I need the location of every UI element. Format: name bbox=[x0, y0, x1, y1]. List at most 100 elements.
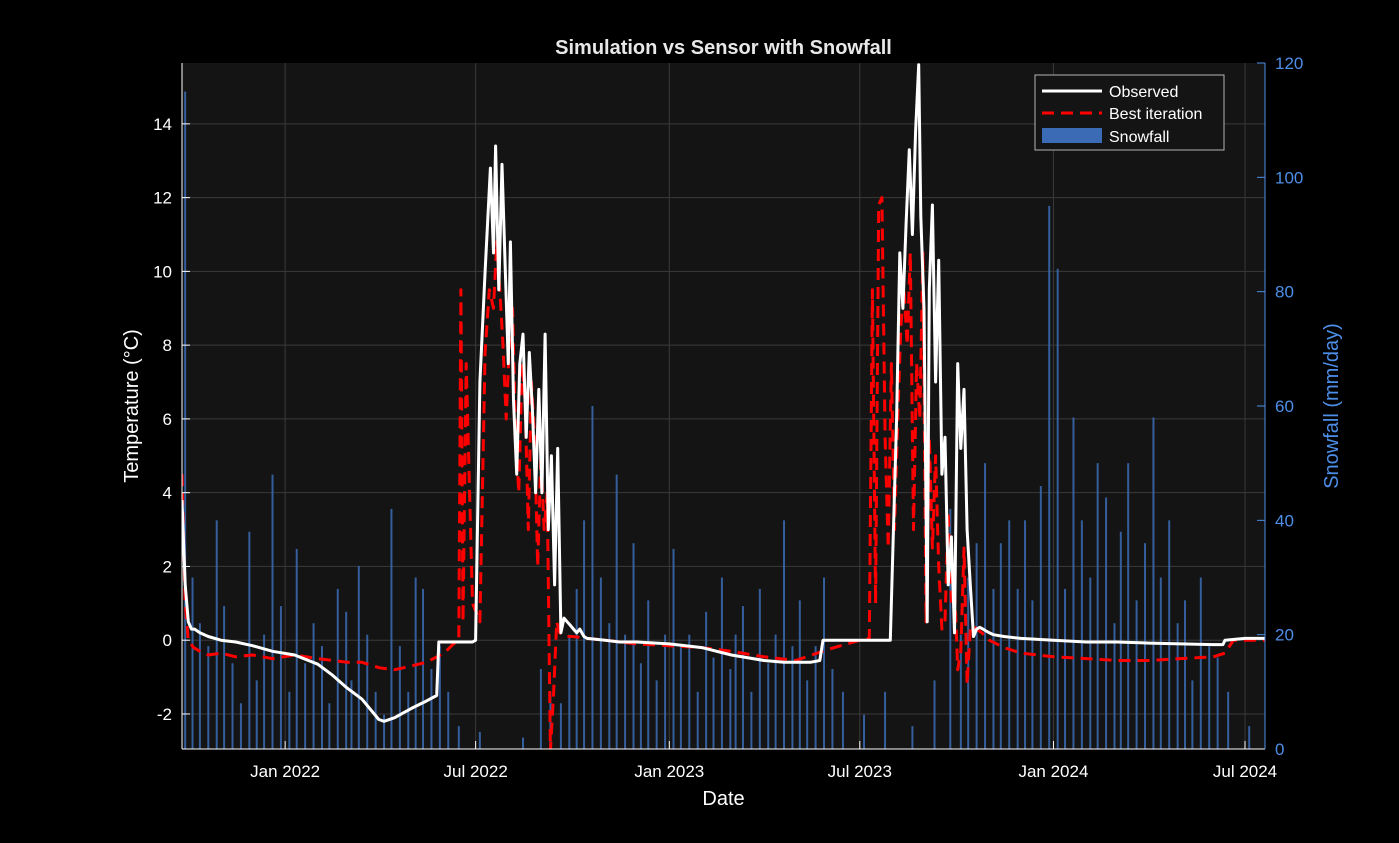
y-right-tick-label: 120 bbox=[1275, 54, 1303, 73]
snowfall-bar bbox=[279, 606, 282, 749]
snowfall-bar bbox=[774, 634, 777, 749]
snowfall-bar bbox=[750, 691, 753, 749]
x-tick-label: Jul 2022 bbox=[444, 762, 508, 781]
snowfall-bar bbox=[366, 634, 369, 749]
y-right-tick-label: 20 bbox=[1275, 626, 1294, 645]
snowfall-bar bbox=[1176, 623, 1179, 749]
snowfall-bar bbox=[320, 646, 323, 749]
y-tick-label: 4 bbox=[163, 484, 172, 503]
snowfall-bar bbox=[1008, 520, 1011, 749]
snowfall-bar bbox=[288, 691, 291, 749]
snowfall-bar bbox=[407, 691, 410, 749]
snowfall-bar bbox=[1152, 417, 1155, 749]
snowfall-bar bbox=[664, 634, 667, 749]
snowfall-bar bbox=[823, 577, 826, 749]
y-right-axis-label: Snowfall (mm/day) bbox=[1321, 323, 1343, 489]
snowfall-bar bbox=[414, 577, 417, 749]
chart-title: Simulation vs Sensor with Snowfall bbox=[555, 37, 892, 59]
snowfall-bar bbox=[624, 634, 627, 749]
x-tick-label: Jan 2024 bbox=[1018, 762, 1088, 781]
y-right-tick-label: 80 bbox=[1275, 283, 1294, 302]
snowfall-bar bbox=[1096, 463, 1099, 749]
snowfall-bar bbox=[591, 406, 594, 749]
plot-area bbox=[182, 63, 1265, 749]
snowfall-bar bbox=[863, 714, 866, 749]
snowfall-bar bbox=[705, 611, 708, 749]
snowfall-bar bbox=[599, 577, 602, 749]
snowfall-bar bbox=[1127, 463, 1130, 749]
y-axis-label: Temperature (°C) bbox=[121, 329, 143, 483]
snowfall-bar bbox=[959, 634, 962, 749]
y-right-tick-label: 40 bbox=[1275, 511, 1294, 530]
snowfall-bar bbox=[814, 646, 817, 749]
snowfall-bar bbox=[336, 588, 339, 749]
snowfall-bar bbox=[304, 663, 307, 749]
snowfall-bar bbox=[729, 668, 732, 749]
snowfall-bar bbox=[696, 691, 699, 749]
snowfall-bar bbox=[783, 520, 786, 749]
snowfall-bar bbox=[390, 508, 393, 749]
snowfall-bar bbox=[263, 634, 266, 749]
snowfall-bar bbox=[1248, 726, 1251, 749]
snowfall-bar bbox=[632, 543, 635, 749]
snowfall-bar bbox=[430, 668, 433, 749]
snowfall-bar bbox=[575, 588, 578, 749]
snowfall-bar bbox=[215, 520, 218, 749]
snowfall-bar bbox=[383, 714, 386, 749]
snowfall-bar bbox=[357, 566, 360, 749]
y-tick-label: 6 bbox=[163, 410, 172, 429]
snowfall-bar bbox=[350, 680, 353, 749]
snowfall-bar bbox=[734, 634, 737, 749]
series-lines bbox=[182, 63, 1265, 749]
snowfall-bar bbox=[1072, 417, 1075, 749]
x-tick-label: Jan 2022 bbox=[250, 762, 320, 781]
x-tick-label: Jul 2024 bbox=[1213, 762, 1277, 781]
snowfall-bar bbox=[191, 577, 194, 749]
snowfall-bar bbox=[447, 691, 450, 749]
y-tick-label: 0 bbox=[163, 631, 172, 650]
snowfall-bar bbox=[198, 623, 201, 749]
snowfall-bar bbox=[1135, 600, 1138, 749]
snowfall-bar bbox=[568, 634, 571, 749]
snowfall-bar bbox=[798, 600, 801, 749]
snowfall-bar bbox=[1168, 520, 1171, 749]
legend-label-snowfall: Snowfall bbox=[1109, 129, 1169, 146]
snowfall-bar bbox=[984, 463, 987, 749]
snowfall-bar bbox=[398, 646, 401, 749]
snowfall-bar bbox=[184, 91, 187, 749]
snowfall-bar bbox=[255, 680, 258, 749]
snowfall-bar bbox=[884, 691, 887, 749]
snowfall-bar bbox=[1024, 520, 1027, 749]
snowfall-bar bbox=[608, 623, 611, 749]
observed-line bbox=[182, 63, 1265, 723]
snowfall-bar bbox=[933, 680, 936, 749]
snowfall-bar bbox=[1144, 543, 1147, 749]
snowfall-bar bbox=[999, 543, 1002, 749]
snowfall-bar bbox=[1227, 691, 1230, 749]
x-axis-label: Date bbox=[702, 788, 744, 810]
snowfall-bar bbox=[1113, 623, 1116, 749]
snowfall-bar bbox=[1031, 600, 1034, 749]
legend-swatch-snowfall bbox=[1042, 128, 1102, 143]
snowfall-bar bbox=[438, 646, 441, 749]
snowfall-bar bbox=[1089, 577, 1092, 749]
snowfall-bar bbox=[992, 588, 995, 749]
snowfall-bar bbox=[1056, 268, 1059, 749]
snowfall-bar bbox=[374, 691, 377, 749]
snowfall-bar bbox=[806, 680, 809, 749]
tick-labels: Jan 2022 Jul 2022 Jan 2023 Jul 2023 Jan 2024… bbox=[153, 54, 1303, 781]
legend-label-best-iteration: Best iteration bbox=[1109, 106, 1202, 123]
snowfall-bar bbox=[422, 588, 425, 749]
snowfall-bar bbox=[1191, 680, 1194, 749]
snowfall-bar bbox=[231, 663, 234, 749]
snowfall-bars bbox=[184, 91, 1251, 749]
snowfall-bar bbox=[758, 588, 761, 749]
snowfall-bar bbox=[1080, 520, 1083, 749]
snowfall-bar bbox=[1184, 600, 1187, 749]
snowfall-bar bbox=[539, 668, 542, 749]
snowfall-bar bbox=[1039, 486, 1042, 749]
snowfall-bar bbox=[1016, 588, 1019, 749]
snowfall-bar bbox=[295, 548, 298, 749]
snowfall-bar bbox=[522, 737, 525, 749]
